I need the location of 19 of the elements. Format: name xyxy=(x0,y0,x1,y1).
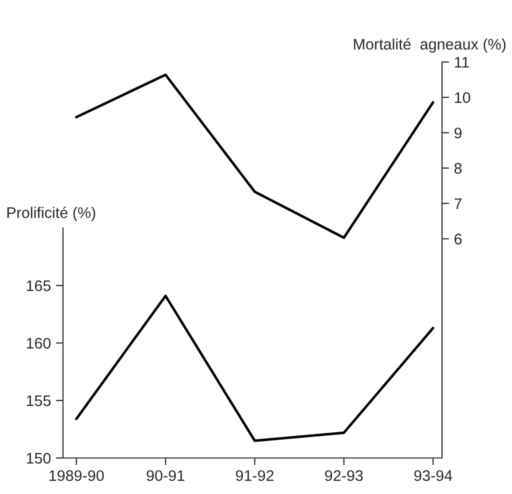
x-tick-label: 92-93 xyxy=(325,470,363,482)
y2-axis-title: Mortalité agneaux (%) xyxy=(354,38,506,53)
x-tick-label: 93-94 xyxy=(414,470,452,482)
y-tick-label: 150 xyxy=(26,452,51,464)
y-axis-title: Prolificité (%) xyxy=(7,206,96,222)
y-tick-label: 155 xyxy=(26,396,51,406)
y2-tick-label: 6 xyxy=(454,234,462,244)
y2-tick-label: 7 xyxy=(454,198,462,209)
y2-tick-label: 11 xyxy=(454,57,469,68)
y2-tick-label: 8 xyxy=(454,162,462,174)
y2-tick-label: 9 xyxy=(454,128,462,138)
x-tick-label: 1989-90 xyxy=(50,470,104,482)
line-series xyxy=(75,73,434,239)
y2-tick-label: 10 xyxy=(454,92,470,104)
y-tick-label: 160 xyxy=(26,338,51,349)
x-tick-label: 91-92 xyxy=(236,470,274,482)
y-tick-label: 165 xyxy=(26,280,51,292)
x-tick-label: 90-91 xyxy=(146,470,184,482)
line-series xyxy=(75,294,434,442)
